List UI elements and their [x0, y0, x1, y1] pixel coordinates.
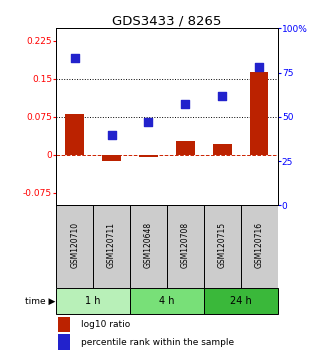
Bar — [65, 114, 84, 155]
Point — [256, 64, 262, 70]
Point — [72, 56, 77, 61]
Text: time ▶: time ▶ — [25, 297, 56, 306]
Text: 4 h: 4 h — [159, 296, 175, 306]
Text: GSM120715: GSM120715 — [218, 222, 227, 268]
Bar — [176, 141, 195, 155]
Bar — [241, 205, 278, 288]
Bar — [213, 144, 231, 155]
Bar — [58, 335, 70, 350]
Text: log10 ratio: log10 ratio — [81, 320, 130, 329]
Text: GSM120710: GSM120710 — [70, 222, 79, 268]
Text: GSM120648: GSM120648 — [144, 222, 153, 268]
Text: 1 h: 1 h — [85, 296, 101, 306]
Bar — [167, 205, 204, 288]
Bar — [93, 205, 130, 288]
Bar — [204, 205, 241, 288]
Point — [220, 93, 225, 98]
Text: GSM120711: GSM120711 — [107, 222, 116, 268]
Bar — [56, 205, 93, 288]
Point — [183, 102, 188, 107]
Text: GSM120708: GSM120708 — [181, 222, 190, 268]
Text: 24 h: 24 h — [230, 296, 252, 306]
Text: percentile rank within the sample: percentile rank within the sample — [81, 338, 234, 347]
Title: GDS3433 / 8265: GDS3433 / 8265 — [112, 14, 221, 27]
Bar — [130, 205, 167, 288]
Point — [109, 132, 114, 137]
Bar — [130, 288, 204, 314]
Bar — [139, 155, 158, 158]
Point — [146, 119, 151, 125]
Bar — [204, 288, 278, 314]
Bar — [58, 316, 70, 332]
Bar — [102, 155, 121, 161]
Bar — [56, 288, 130, 314]
Text: GSM120716: GSM120716 — [255, 222, 264, 268]
Bar — [250, 72, 268, 155]
